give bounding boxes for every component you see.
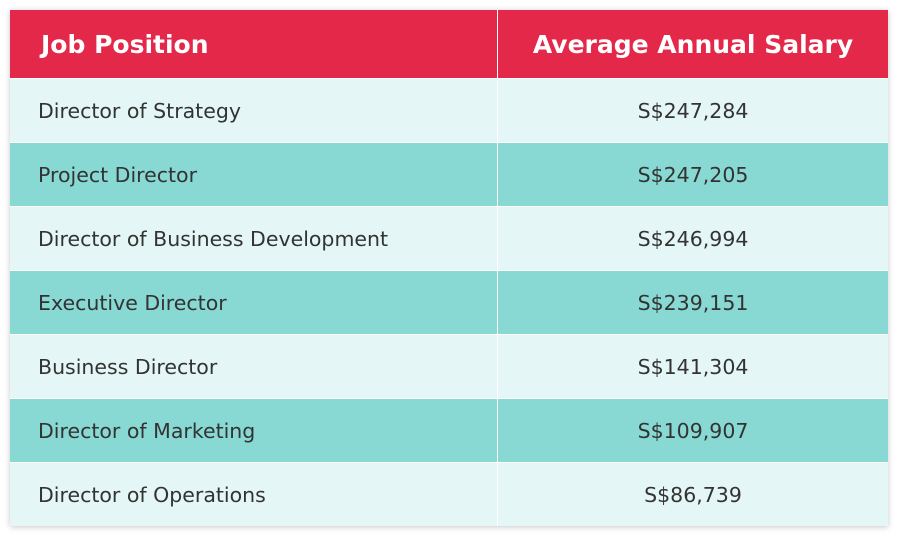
table-row: Director of Marketing S$109,907 <box>10 398 888 462</box>
table-row: Executive Director S$239,151 <box>10 270 888 334</box>
salary-cell: S$141,304 <box>637 354 749 379</box>
table-row: Director of Strategy S$247,284 <box>10 78 888 142</box>
salary-cell: S$239,151 <box>637 290 749 315</box>
table-row: Director of Business Development S$246,9… <box>10 206 888 270</box>
job-position-cell: Director of Business Development <box>10 207 498 270</box>
job-position-cell: Project Director <box>10 143 498 206</box>
header-job-position: Job Position <box>10 10 498 78</box>
job-position-cell: Business Director <box>10 335 498 398</box>
salary-cell: S$247,284 <box>637 98 749 123</box>
table-header-row: Job Position Average Annual Salary <box>10 10 888 78</box>
table-row: Business Director S$141,304 <box>10 334 888 398</box>
salary-cell: S$86,739 <box>644 482 742 507</box>
salary-cell: S$246,994 <box>637 226 749 251</box>
job-position-cell: Director of Strategy <box>10 79 498 142</box>
header-average-annual-salary: Average Annual Salary <box>532 29 854 59</box>
job-position-cell: Director of Operations <box>10 463 498 526</box>
salary-cell: S$247,205 <box>637 162 749 187</box>
table-row: Director of Operations S$86,739 <box>10 462 888 526</box>
salary-table: Job Position Average Annual Salary Direc… <box>10 10 888 526</box>
salary-cell: S$109,907 <box>637 418 749 443</box>
table-row: Project Director S$247,205 <box>10 142 888 206</box>
job-position-cell: Director of Marketing <box>10 399 498 462</box>
job-position-cell: Executive Director <box>10 271 498 334</box>
